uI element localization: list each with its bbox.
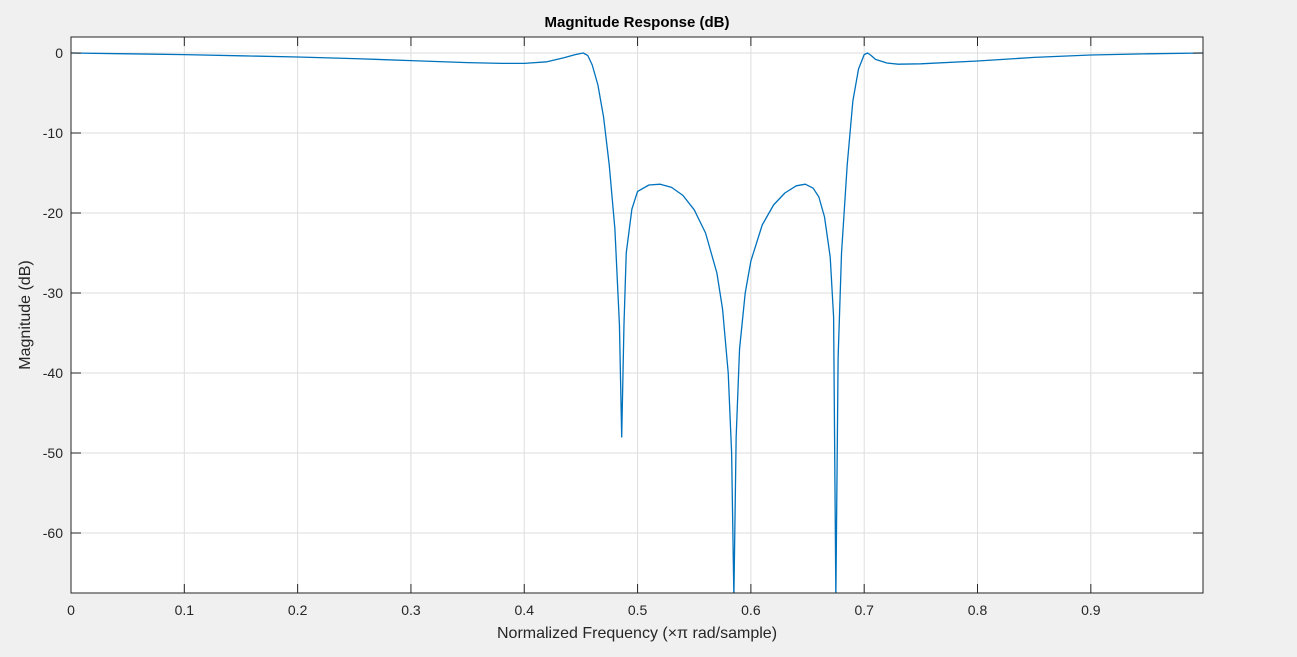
plot-area <box>71 52 1203 593</box>
y-tick-label: -10 <box>43 125 63 141</box>
x-tick-label: 0.9 <box>1081 602 1101 618</box>
y-tick-label: -30 <box>43 285 63 301</box>
x-tick-label: 0.1 <box>175 602 195 618</box>
magnitude-response-line <box>71 52 1203 593</box>
x-tick-label: 0.7 <box>854 602 874 618</box>
x-axis-label: Normalized Frequency (×π rad/sample) <box>497 625 777 642</box>
x-tick-label: 0.8 <box>968 602 988 618</box>
axes-background[interactable] <box>71 37 1203 593</box>
x-tick-label: 0.5 <box>628 602 648 618</box>
x-tick-label: 0.3 <box>401 602 421 618</box>
chart-title: Magnitude Response (dB) <box>544 14 729 31</box>
x-tick-label: 0 <box>67 602 75 618</box>
y-tick-label: -20 <box>43 205 63 221</box>
x-tick-label: 0.6 <box>741 602 761 618</box>
y-tick-label: -40 <box>43 365 63 381</box>
y-tick-label: 0 <box>55 45 63 61</box>
tick-marks <box>70 37 1203 593</box>
y-axis-label: Magnitude (dB) <box>17 260 34 369</box>
x-tick-labels: 0 0.1 0.2 0.3 0.4 0.5 0.6 0.7 0.8 0.9 <box>67 602 1101 618</box>
y-tick-label: -50 <box>43 445 63 461</box>
x-tick-label: 0.2 <box>288 602 308 618</box>
y-tick-label: -60 <box>43 525 63 541</box>
grid-lines <box>71 37 1203 593</box>
axes-box <box>70 36 1204 594</box>
x-tick-label: 0.4 <box>515 602 535 618</box>
y-tick-labels: 0 -10 -20 -30 -40 -50 -60 <box>43 45 63 541</box>
